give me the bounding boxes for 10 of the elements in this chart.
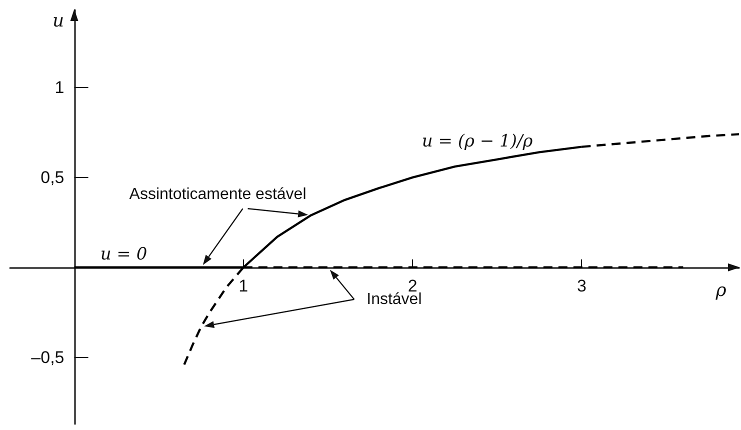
x-tick-label: 1 xyxy=(238,276,248,296)
annotation: u = 0 xyxy=(100,244,148,264)
y-tick-label: 0,5 xyxy=(40,168,64,187)
annotation: u = (ρ − 1)/ρ xyxy=(422,132,533,152)
x-axis-title: ρ xyxy=(714,280,727,301)
annotation: Assintoticamente estável xyxy=(129,186,306,204)
y-tick-label: –0,5 xyxy=(31,348,64,367)
x-tick-label: 3 xyxy=(576,276,586,296)
y-axis-title: u xyxy=(52,10,64,32)
y-tick-label: 1 xyxy=(54,78,64,97)
